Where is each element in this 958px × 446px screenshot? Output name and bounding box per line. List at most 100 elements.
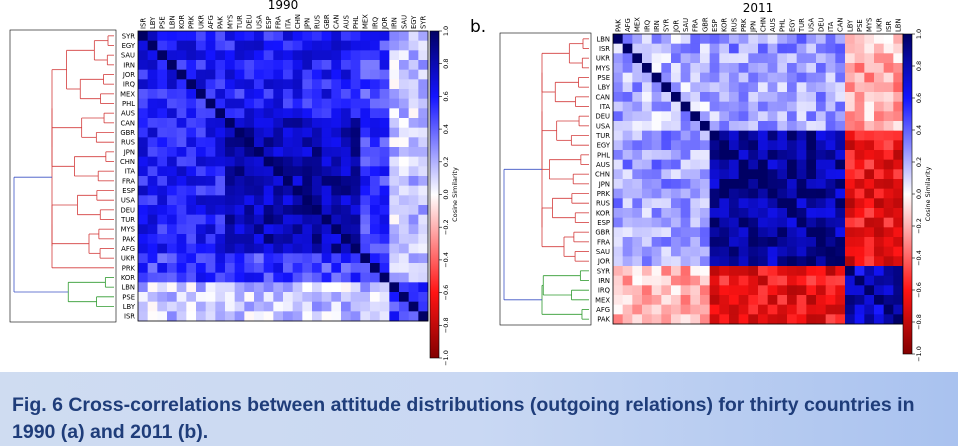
heatmap-cell — [360, 69, 371, 80]
heatmap-cell — [622, 130, 633, 141]
heatmap-cell — [806, 82, 817, 93]
heatmap-cell — [418, 60, 429, 71]
heatmap-cell — [748, 53, 759, 64]
heatmap-cell — [729, 295, 740, 306]
heatmap-cell — [796, 82, 807, 93]
heatmap-cell — [680, 246, 691, 257]
heatmap-cell — [622, 237, 633, 248]
heatmap-cell — [254, 60, 265, 71]
heatmap-cell — [758, 111, 769, 122]
column-tick-label: FRA — [692, 19, 700, 32]
heatmap-cell — [312, 263, 323, 274]
column-tick-label: SAU — [400, 15, 408, 29]
heatmap-cell — [176, 127, 187, 138]
heatmap-cell — [399, 31, 410, 42]
heatmap-cell — [651, 227, 662, 238]
colorbar-tick-label: 1.0 — [915, 29, 923, 39]
heatmap-cell — [816, 34, 827, 45]
heatmap-cell — [186, 176, 197, 187]
heatmap-cell — [622, 256, 633, 267]
heatmap-cell — [186, 224, 197, 235]
heatmap-cell — [854, 121, 865, 132]
heatmap-cell — [350, 118, 361, 129]
heatmap-cell — [273, 40, 284, 51]
heatmap-cell — [360, 156, 371, 167]
heatmap-cell — [845, 237, 856, 248]
heatmap-cell — [370, 272, 381, 283]
heatmap-cell — [883, 34, 894, 45]
heatmap-cell — [138, 79, 149, 90]
heatmap-cell — [729, 169, 740, 180]
heatmap-cell — [186, 69, 197, 80]
heatmap-cell — [613, 179, 624, 190]
heatmap-cell — [767, 92, 778, 103]
heatmap-cell — [389, 50, 400, 61]
heatmap-cell — [874, 246, 885, 257]
heatmap-cell — [379, 50, 390, 61]
heatmap-cell — [215, 292, 226, 303]
heatmap-cell — [321, 50, 332, 61]
heatmap-cell — [719, 198, 730, 209]
heatmap-cell — [642, 130, 653, 141]
heatmap-cell — [283, 234, 294, 245]
row-tick-label: CHN — [595, 171, 610, 179]
heatmap-cell — [796, 63, 807, 74]
row-tick-label: AUS — [121, 110, 135, 118]
heatmap-cell — [816, 208, 827, 219]
heatmap-cell — [690, 34, 701, 45]
heatmap-cell — [622, 304, 633, 315]
heatmap-cell — [254, 127, 265, 138]
heatmap-cell — [186, 253, 197, 264]
heatmap-cell — [777, 246, 788, 257]
heatmap-cell — [651, 285, 662, 296]
heatmap-cell — [854, 150, 865, 161]
heatmap-cell — [671, 285, 682, 296]
heatmap-cell — [661, 140, 672, 151]
heatmap-cell — [389, 89, 400, 100]
heatmap-cell — [864, 92, 875, 103]
heatmap-cell — [215, 243, 226, 254]
heatmap-cell — [167, 31, 178, 42]
column-tick-label: CHN — [759, 17, 767, 32]
heatmap-cell — [796, 72, 807, 83]
heatmap-cell — [854, 169, 865, 180]
heatmap-cell — [205, 205, 216, 216]
heatmap-cell — [680, 275, 691, 286]
heatmap-cell — [186, 214, 197, 225]
heatmap-cell — [729, 188, 740, 199]
heatmap-cell — [613, 72, 624, 83]
heatmap-cell — [370, 243, 381, 254]
heatmap-cell — [680, 285, 691, 296]
heatmap-cell — [138, 214, 149, 225]
row-tick-label: RUS — [121, 139, 135, 147]
heatmap-cell — [845, 121, 856, 132]
row-tick-label: SYR — [122, 32, 135, 40]
heatmap-cell — [331, 282, 342, 293]
heatmap-cell — [302, 118, 313, 129]
heatmap-cell — [341, 40, 352, 51]
heatmap-cell — [651, 256, 662, 267]
heatmap-cell — [360, 263, 371, 274]
heatmap-cell — [719, 63, 730, 74]
heatmap-cell — [370, 60, 381, 71]
heatmap-cell — [758, 169, 769, 180]
heatmap-cell — [816, 150, 827, 161]
row-tick-label: JPN — [598, 180, 610, 188]
heatmap-cell — [680, 63, 691, 74]
heatmap-cell — [379, 69, 390, 80]
row-tick-label: EGY — [122, 42, 136, 50]
heatmap-cell — [729, 140, 740, 151]
heatmap-cell — [767, 101, 778, 112]
heatmap-cell — [186, 185, 197, 196]
heatmap-cell — [709, 150, 720, 161]
heatmap-cell — [642, 43, 653, 54]
heatmap-cell — [893, 140, 904, 151]
heatmap-cell — [642, 34, 653, 45]
heatmap-cell — [893, 111, 904, 122]
heatmap-cell — [234, 137, 245, 148]
heatmap-cell — [379, 224, 390, 235]
heatmap-cell — [408, 98, 419, 109]
heatmap-cell — [690, 304, 701, 315]
heatmap-cell — [748, 159, 759, 170]
heatmap-cell — [341, 301, 352, 312]
